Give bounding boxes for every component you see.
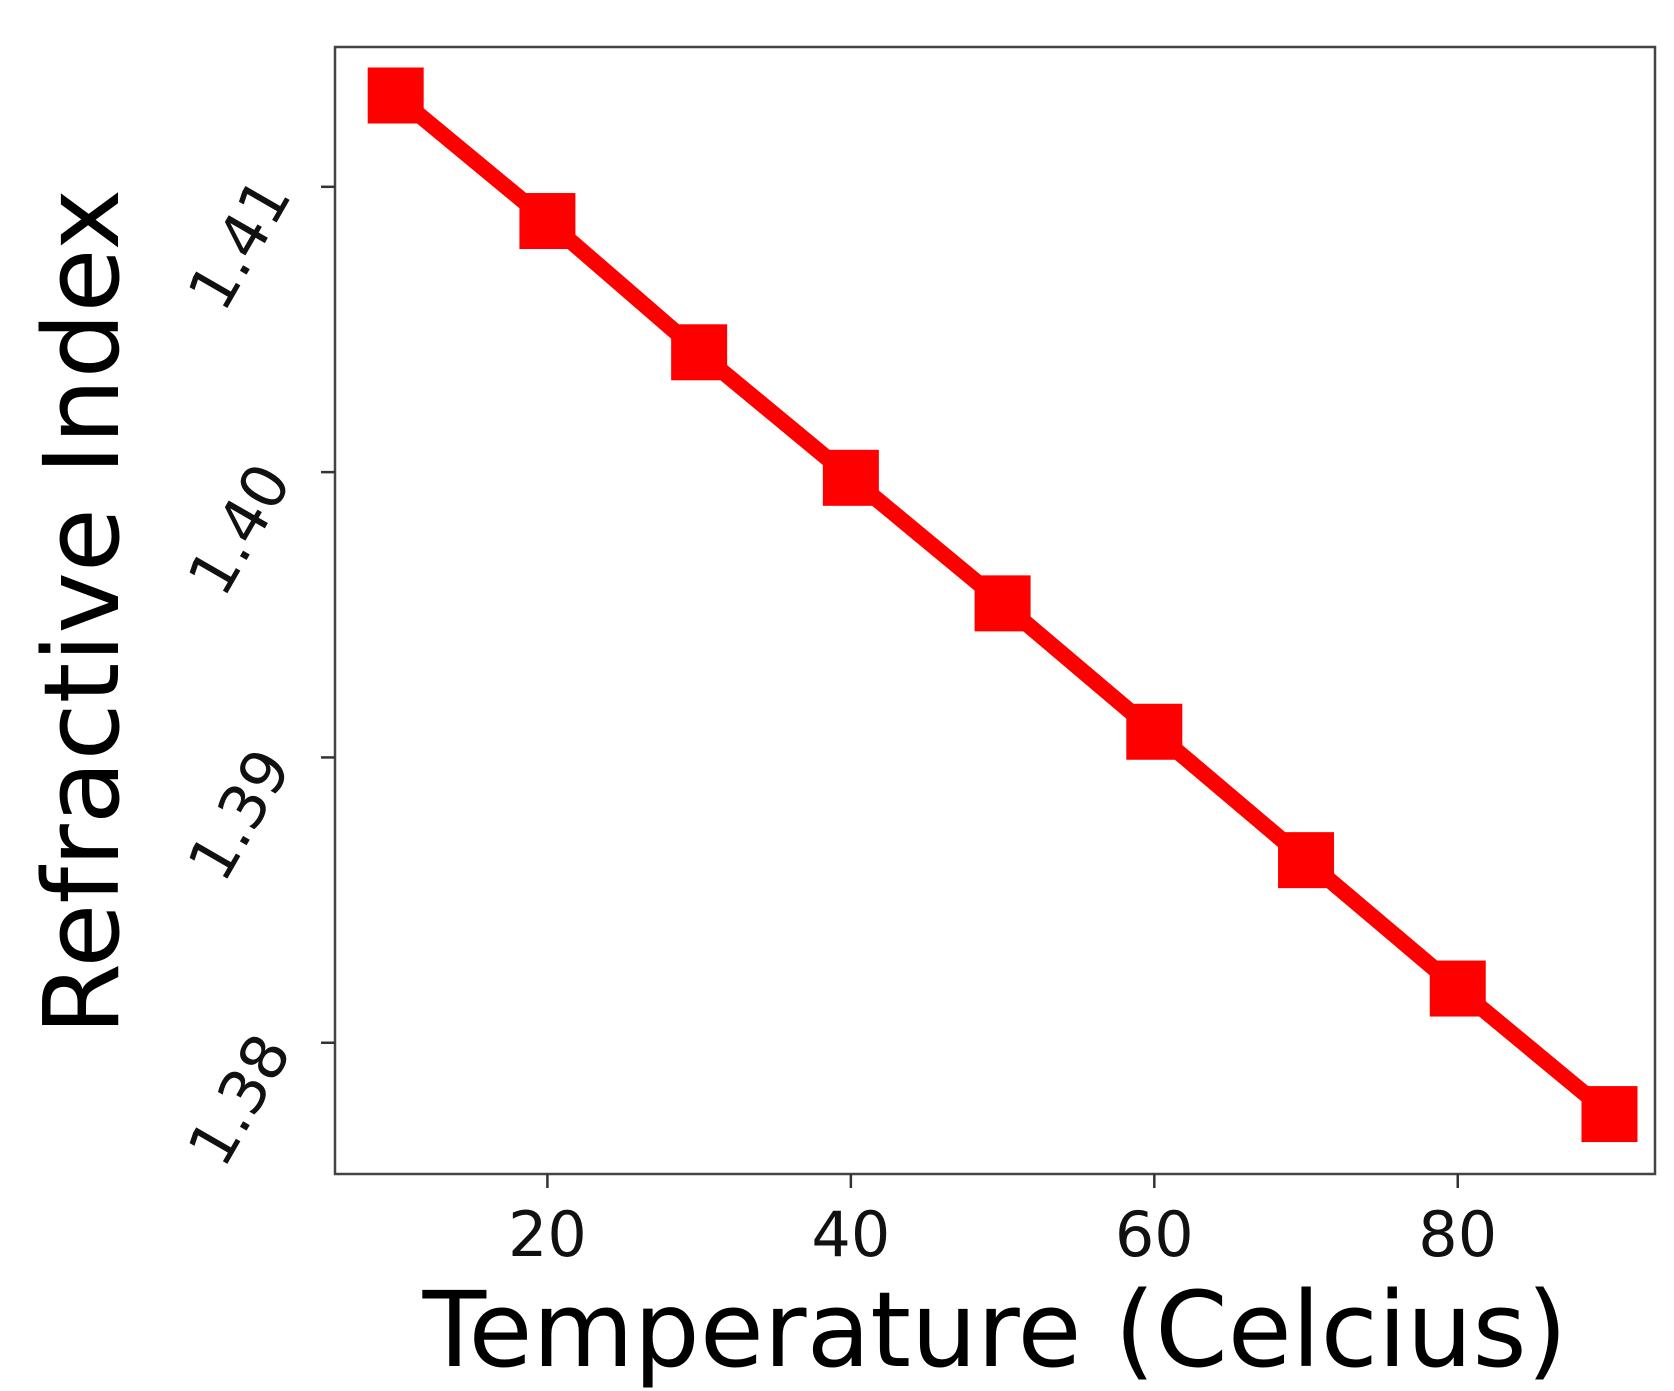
data-point-marker — [671, 324, 728, 381]
data-point-marker — [974, 575, 1031, 632]
y-axis-label: Refractive Index — [21, 189, 143, 1035]
data-point-marker — [1429, 960, 1486, 1017]
y-tick-label: 1.41 — [173, 166, 305, 322]
y-tick-label: 1.40 — [173, 451, 305, 607]
data-point-marker — [1126, 703, 1183, 760]
y-axis-ticks: 1.38 1.39 1.40 1.41 — [173, 166, 335, 1178]
data-point-marker — [1581, 1086, 1638, 1143]
x-tick-label: 40 — [811, 1198, 890, 1271]
y-tick-label: 1.39 — [173, 737, 305, 893]
y-tick-label: 1.38 — [173, 1022, 305, 1178]
x-tick-label: 20 — [508, 1198, 587, 1271]
series-layer — [367, 67, 1638, 1143]
data-point-marker — [519, 193, 576, 250]
x-axis-ticks: 20 40 60 80 — [508, 1174, 1497, 1271]
data-point-marker — [367, 67, 424, 124]
x-tick-label: 60 — [1115, 1198, 1194, 1271]
plot-area-frame — [333, 45, 1657, 1176]
data-point-marker — [1278, 832, 1335, 889]
x-tick-label: 80 — [1418, 1198, 1497, 1271]
data-point-marker — [822, 449, 879, 506]
x-axis-label: Temperature (Celcius) — [422, 1269, 1568, 1391]
